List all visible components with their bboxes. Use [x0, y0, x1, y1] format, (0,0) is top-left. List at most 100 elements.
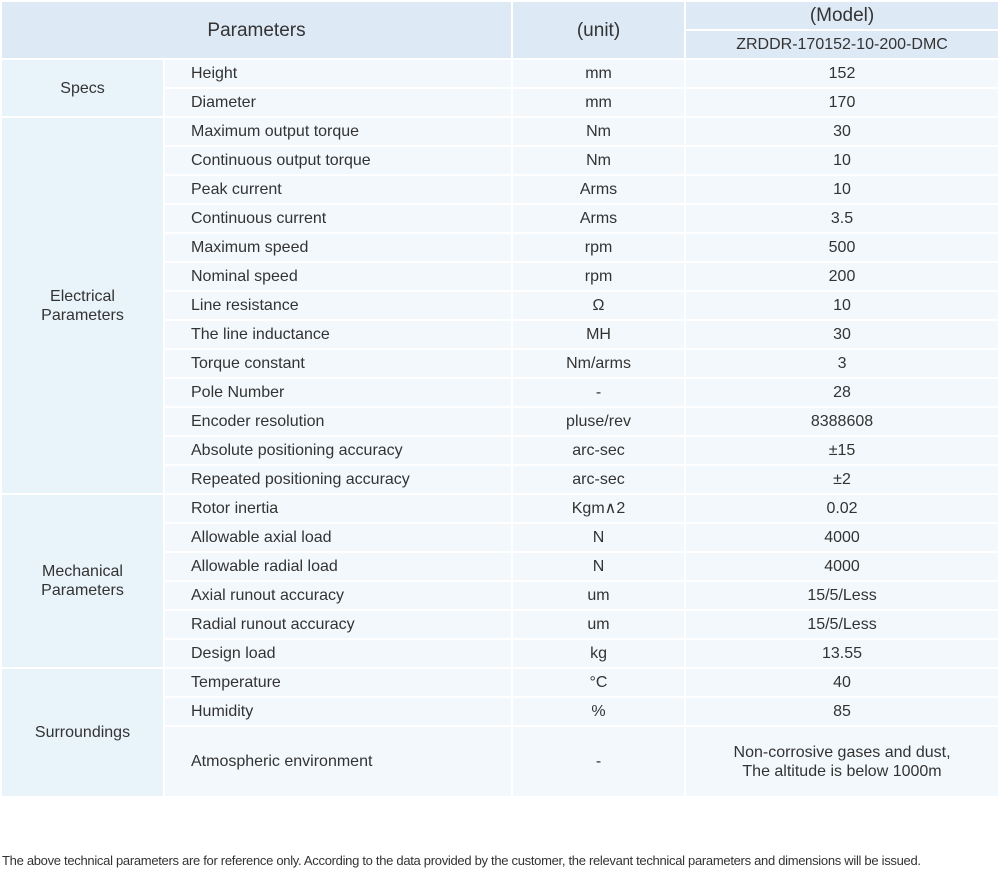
unit-cell: Arms — [511, 203, 687, 234]
table-row: Continuous current Arms 3.5 — [1, 203, 998, 234]
table-row: Surroundings Temperature °C 40 — [0, 667, 998, 798]
unit-cell: °C — [511, 667, 687, 698]
unit-cell: N — [511, 522, 687, 553]
group-cell: Electrical Parameters — [0, 116, 165, 495]
unit-cell: pluse/rev — [511, 406, 687, 437]
header-cell: (Model) — [684, 0, 998, 31]
unit-cell: Nm — [511, 116, 687, 147]
unit-cell: arc-sec — [511, 435, 687, 466]
unit-cell: % — [511, 696, 687, 727]
value-cell: 13.55 — [684, 638, 998, 669]
table-row: Encoder resolution pluse/rev 8388608 — [1, 406, 998, 437]
table-row: Electrical Parameters Maximum output torq… — [0, 116, 998, 495]
value-cell: 3 — [684, 348, 998, 379]
value-cell: ±2 — [684, 464, 998, 495]
table-row: Torque constant Nm/arms 3 — [1, 348, 998, 379]
param-cell: Repeated positioning accuracy — [162, 464, 514, 495]
unit-cell: Nm/arms — [511, 348, 687, 379]
table-row: Peak current Arms 10 — [1, 174, 998, 205]
value-cell: 28 — [684, 377, 998, 408]
table-row: The line inductance MH 30 — [1, 319, 998, 350]
value-cell: 200 — [684, 261, 998, 292]
param-cell: Continuous output torque — [162, 145, 514, 176]
spec-table: Parameters (unit) (Model) ZRDDR-170152-1… — [0, 0, 998, 798]
value-cell: 170 — [684, 87, 998, 118]
param-cell: Diameter — [162, 87, 514, 118]
table-body: Specs Height mm 152 Diameter mm 170 Electrical … — [0, 58, 998, 798]
table-row: Axial runout accuracy um 15/5/Less — [1, 580, 998, 611]
table-row: Absolute positioning accuracy arc-sec ±15 — [1, 435, 998, 466]
param-cell: Maximum speed — [162, 232, 514, 263]
value-cell: 4000 — [684, 522, 998, 553]
table-row: Nominal speed rpm 200 — [1, 261, 998, 292]
value-cell: 152 — [684, 58, 998, 89]
param-cell: Continuous current — [162, 203, 514, 234]
value-cell: 500 — [684, 232, 998, 263]
unit-cell: rpm — [511, 232, 687, 263]
value-cell: 8388608 — [684, 406, 998, 437]
unit-cell: mm — [511, 58, 687, 89]
param-cell: Rotor inertia — [162, 493, 514, 524]
table-row: Mechanical Parameters Rotor inertia Kgm∧2 0… — [0, 493, 998, 669]
header-cell: ZRDDR-170152-10-200-DMC — [684, 29, 998, 60]
table-row: Pole Number -28 — [1, 377, 998, 408]
param-cell: Axial runout accuracy — [162, 580, 514, 611]
param-cell: Atmospheric environment — [162, 725, 514, 798]
table-row: Repeated positioning accuracy arc-sec ±2 — [1, 464, 998, 495]
footnote: The above technical parameters are for r… — [2, 853, 921, 868]
value-cell: 10 — [684, 145, 998, 176]
unit-cell: mm — [511, 87, 687, 118]
value-cell: 30 — [684, 116, 998, 147]
table-row: Radial runout accuracy um 15/5/Less — [1, 609, 998, 640]
value-cell: 10 — [684, 174, 998, 205]
param-cell: Height — [162, 58, 514, 89]
param-cell: Absolute positioning accuracy — [162, 435, 514, 466]
param-cell: Encoder resolution — [162, 406, 514, 437]
table-row: Design load kg 13.55 — [1, 638, 998, 669]
table-row: Humidity% 85 — [1, 696, 998, 727]
unit-cell: rpm — [511, 261, 687, 292]
unit-cell: MH — [511, 319, 687, 350]
unit-cell: Kgm∧2 — [511, 493, 687, 524]
unit-cell: N — [511, 551, 687, 582]
value-cell: 85 — [684, 696, 998, 727]
table-row: Allowable radial load N 4000 — [1, 551, 998, 582]
value-cell: 30 — [684, 319, 998, 350]
value-cell: 4000 — [684, 551, 998, 582]
value-cell: 15/5/Less — [684, 609, 998, 640]
param-cell: Peak current — [162, 174, 514, 205]
group-cell: Specs — [0, 58, 165, 118]
group-cell: Mechanical Parameters — [0, 493, 165, 669]
param-cell: Temperature — [162, 667, 514, 698]
unit-cell: Arms — [511, 174, 687, 205]
value-cell: ±15 — [684, 435, 998, 466]
header-cell: Parameters — [0, 0, 514, 60]
param-cell: The line inductance — [162, 319, 514, 350]
value-cell: 40 — [684, 667, 998, 698]
unit-cell: kg — [511, 638, 687, 669]
value-cell: 15/5/Less — [684, 580, 998, 611]
table-row: Continuous output torque Nm 10 — [1, 145, 998, 176]
unit-cell: um — [511, 580, 687, 611]
param-cell: Radial runout accuracy — [162, 609, 514, 640]
param-cell: Pole Number — [162, 377, 514, 408]
unit-cell: - — [511, 725, 687, 798]
table-row: Atmospheric environment - Non-corrosive ga… — [1, 725, 998, 798]
unit-cell: - — [511, 377, 687, 408]
table-row: Allowable axial load N 4000 — [1, 522, 998, 553]
unit-cell: um — [511, 609, 687, 640]
value-cell: 0.02 — [684, 493, 998, 524]
table-row: Specs Height mm 152 — [0, 58, 998, 118]
unit-cell: Ω — [511, 290, 687, 321]
table-row: Line resistance Ω 10 — [1, 290, 998, 321]
value-cell: Non-corrosive gases and dust, The altitu… — [684, 725, 998, 798]
param-cell: Allowable axial load — [162, 522, 514, 553]
param-cell: Line resistance — [162, 290, 514, 321]
unit-cell: Nm — [511, 145, 687, 176]
param-cell: Humidity — [162, 696, 514, 727]
param-cell: Design load — [162, 638, 514, 669]
value-cell: 10 — [684, 290, 998, 321]
value-cell: 3.5 — [684, 203, 998, 234]
param-cell: Torque constant — [162, 348, 514, 379]
